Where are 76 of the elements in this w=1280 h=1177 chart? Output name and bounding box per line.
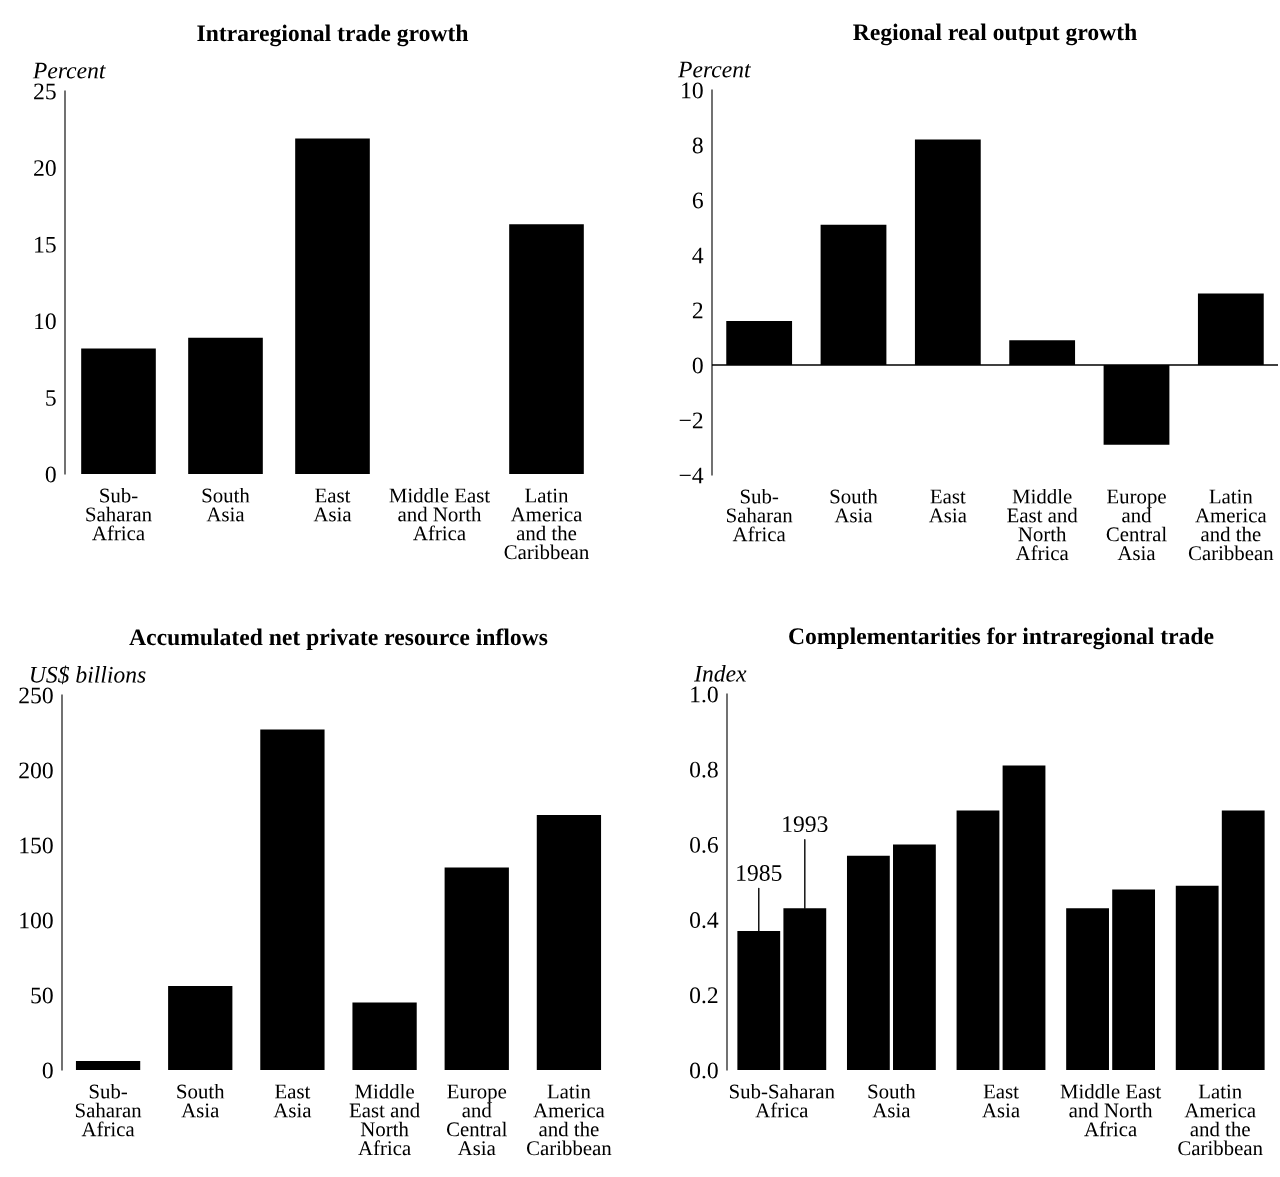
y-axis-title: Index — [694, 665, 747, 682]
bar — [1221, 810, 1265, 1070]
x-tick-label: South Asia — [868, 1083, 916, 1118]
x-tick-label: East Asia — [273, 1084, 312, 1118]
chart-title: Regional real output growth — [853, 23, 1137, 46]
bar — [893, 844, 936, 1070]
y-tick-label: 0.0 — [690, 1062, 718, 1079]
x-tick-label: South Asia — [202, 487, 250, 522]
x-tick-label: East Asia — [313, 488, 352, 522]
x-tick-label: Latin America and the Caribbean — [1188, 489, 1274, 561]
bar — [956, 810, 1000, 1070]
x-tick-label: Middle East and North Africa — [349, 1083, 420, 1156]
y-tick-label: 0 — [42, 1062, 53, 1079]
bar — [75, 1061, 141, 1070]
text: 1985 — [737, 865, 782, 881]
y-tick-label: −4 — [679, 467, 704, 484]
x-tick-label: East Asia — [928, 489, 967, 523]
x-tick-label: South Asia — [830, 488, 878, 523]
bar — [444, 867, 509, 1070]
x-tick-label: Europe and Central Asia — [1106, 489, 1167, 561]
y-tick-label: 10 — [682, 82, 703, 99]
y-tick-label: 0.8 — [690, 761, 718, 778]
x-tick-label: Latin America and the Caribbean — [526, 1084, 612, 1156]
bar — [352, 1002, 417, 1070]
bar — [260, 729, 325, 1070]
y-tick-label: 2 — [692, 302, 703, 319]
bar — [1066, 908, 1109, 1070]
bar — [536, 815, 602, 1070]
x-tick-label: Middle East and North Africa — [1060, 1083, 1162, 1137]
x-tick-label: Sub-Saharan Africa — [729, 1083, 835, 1118]
y-tick-label: 20 — [34, 160, 56, 177]
x-tick-label: Europe and Central Asia — [446, 1084, 507, 1156]
y-tick-label: −2 — [679, 412, 703, 429]
bar — [168, 986, 233, 1070]
x-tick-label: Sub- Saharan Africa — [75, 1083, 142, 1137]
bar — [509, 224, 584, 474]
x-tick-label: Sub- Saharan Africa — [727, 488, 793, 542]
y-tick-label: 0 — [45, 466, 56, 483]
bar — [1175, 885, 1219, 1070]
y-tick-label: 100 — [20, 912, 53, 929]
y-tick-label: 25 — [34, 83, 56, 100]
x-tick-label: South Asia — [177, 1083, 225, 1118]
y-tick-label: 0.2 — [690, 987, 718, 1004]
y-tick-label: 0.6 — [690, 836, 718, 853]
bar — [295, 138, 370, 474]
x-tick-label: Middle East and North Africa — [389, 487, 491, 541]
y-tick-label: 250 — [19, 687, 53, 704]
x-tick-label: Latin America and the Caribbean — [504, 488, 589, 560]
y-axis-title: Percent — [32, 62, 106, 79]
y-axis-title: Percent — [677, 61, 752, 78]
y-tick-label: 1.0 — [691, 686, 718, 703]
y-tick-label: 6 — [692, 192, 703, 209]
y-tick-label: 10 — [35, 313, 56, 330]
y-axis-title: US$ billions — [30, 665, 146, 685]
bar — [188, 337, 263, 474]
bar — [81, 348, 156, 474]
x-tick-label: Sub- Saharan Africa — [86, 487, 152, 541]
y-tick-label: 50 — [31, 987, 53, 1004]
x-tick-label: East Asia — [982, 1084, 1020, 1118]
text: 1993 — [783, 816, 828, 833]
y-tick-label: 0.4 — [690, 912, 719, 929]
chart-title: Accumulated net private resource inflows — [129, 628, 548, 651]
bar — [1112, 889, 1156, 1070]
bar — [1002, 765, 1046, 1070]
y-tick-label: 15 — [35, 236, 56, 253]
chart-title: Complementarities for intraregional trade — [789, 627, 1214, 650]
x-tick-label: Latin America and the Caribbean — [1178, 1084, 1263, 1156]
y-tick-label: 8 — [692, 137, 703, 154]
x-tick-label: Middle East and North Africa — [1007, 488, 1078, 561]
y-tick-label: 150 — [20, 837, 53, 854]
y-tick-label: 200 — [19, 762, 53, 779]
y-tick-label: 5 — [46, 390, 56, 406]
bar — [846, 855, 890, 1070]
y-tick-label: 0 — [692, 357, 703, 374]
chart-title: Intraregional trade growth — [197, 24, 469, 47]
y-tick-label: 4 — [692, 247, 704, 264]
